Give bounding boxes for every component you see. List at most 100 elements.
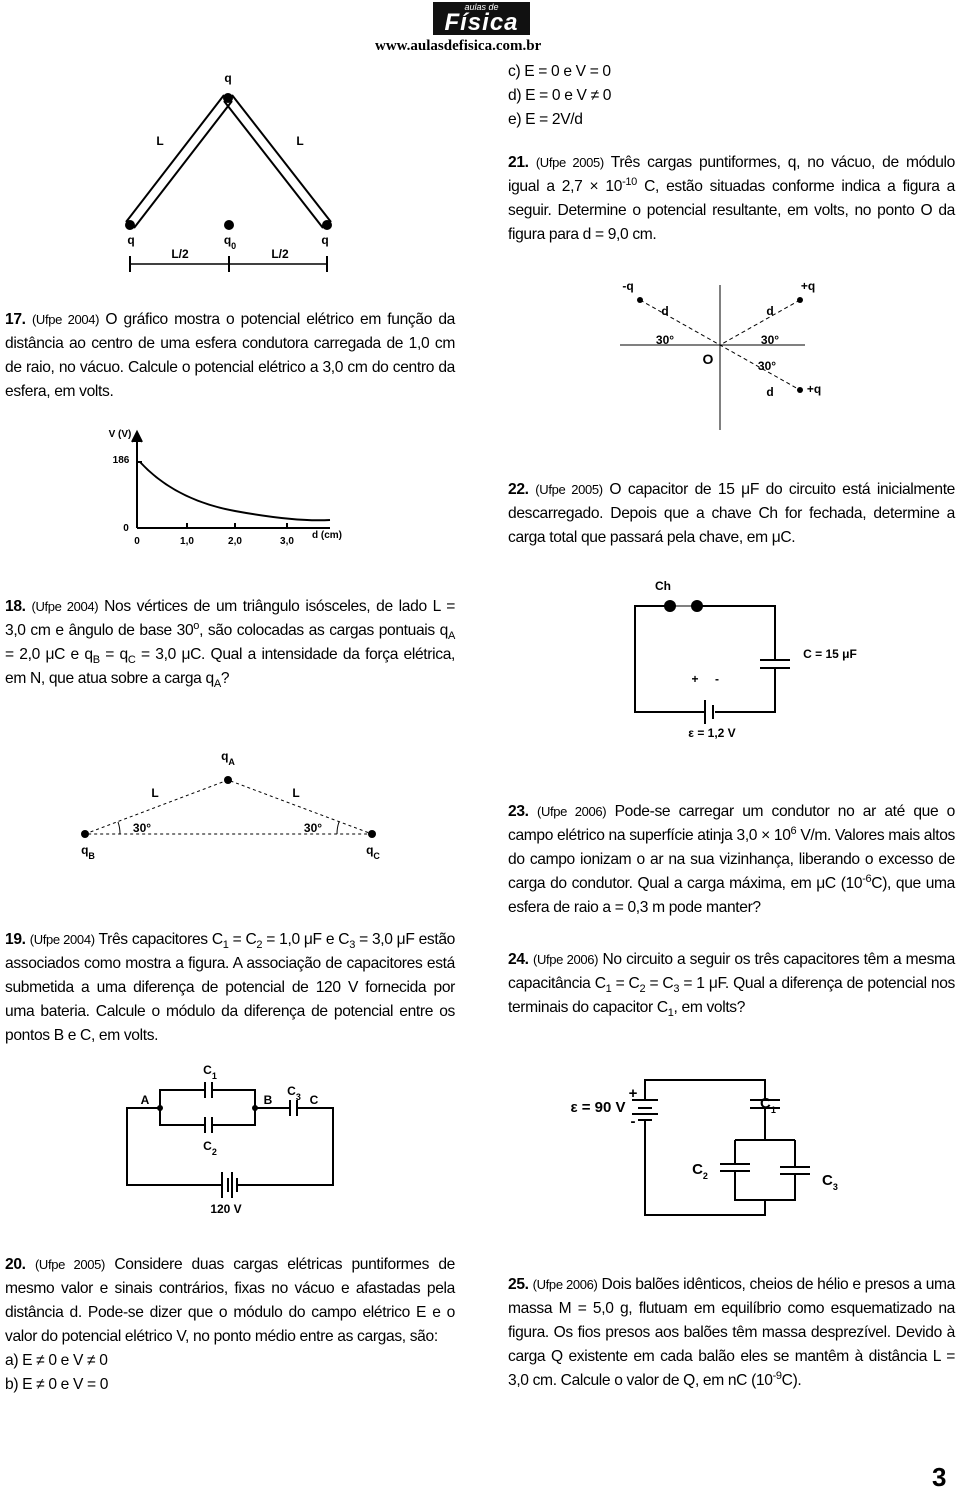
text-run: 120 V [210,1202,241,1216]
options: a) E ≠ 0 e V ≠ 0 b) E ≠ 0 e V = 0 [5,1349,455,1397]
question-text: No circuito a seguir os três capacitores… [508,951,955,1020]
figure-label: Ch [655,579,671,593]
figure-label: C = 15 μF [803,647,857,661]
figure-label: q0 [224,233,236,251]
sub-run: B [92,654,100,667]
text-run: q [221,749,228,763]
text-run: ? [220,670,230,687]
sub-run: 1 [212,1071,217,1081]
sub-run: 2 [639,983,646,996]
question-source: (Ufpe 2004) [29,932,95,947]
text-run: C, estão situadas conforme indica a figu… [508,178,955,243]
question: 21. (Ufpe 2005) Três cargas puntiformes,… [508,151,955,247]
question-source: (Ufpe 2004) [31,599,99,614]
figure-label: qC [366,843,380,861]
text-run: - [631,1113,636,1130]
question-number: 18. [5,598,26,615]
text-run: q [366,843,373,857]
text-run: O capacitor de 15 μF do circuito está in… [508,481,956,546]
text-run: C), que uma esfera de raio a = 0,3 m pod… [508,875,955,916]
question-source: (Ufpe 2005) [535,155,604,170]
figure-label: 30° [133,821,151,835]
figure-label: L [292,786,299,800]
sub-run: A [448,630,455,643]
sub-run: 2 [256,939,263,952]
question-text: Pode-se carregar um condutor no ar até q… [508,803,955,916]
text-run: Três capacitores C [98,931,224,948]
question-block: 20. (Ufpe 2005) Considere duas cargas el… [5,1253,455,1397]
sub-run: 1 [605,983,612,996]
text-run: Pode-se carregar um condutor no ar até q… [508,803,955,844]
figure-label: 186 [113,455,130,466]
sub-run: C [373,851,380,861]
figure-label: V (V) [109,429,132,440]
text-run: C [822,1172,833,1189]
text-run: L/2 [171,247,189,261]
page-number: 3 [932,1462,947,1492]
option: a) E ≠ 0 e V ≠ 0 [5,1352,108,1369]
question: 20. (Ufpe 2005) Considere duas cargas el… [5,1253,455,1349]
sup-run: -6 [862,872,872,885]
figure-label: B [264,1093,273,1107]
sub-run: 1 [667,1007,674,1020]
sub-run: 2 [703,1171,708,1181]
text-run: q [81,843,88,857]
question: 17. (Ufpe 2004) O gráfico mostra o poten… [5,308,455,404]
text-run: = 2,0 μC e q [5,646,93,663]
text-run: = q [99,646,128,663]
question-number: 17. [5,311,26,328]
figure-label: d [766,385,773,399]
sub-run: A [228,757,235,767]
figure-label: q [224,71,231,85]
question-number: 19. [5,931,26,948]
text-run: C). [781,1372,802,1389]
figure-label: q [321,233,328,247]
figure-label: L [151,786,158,800]
figure-label: ε = 1,2 V [688,726,735,740]
figure-label: +q [801,279,815,293]
text-run: ε = 90 V [570,1099,625,1116]
logo-top: aulas de [464,2,499,12]
figure-label: O [703,351,714,367]
text-run: L [292,786,299,800]
figure-label: C3 [822,1172,838,1192]
text-run: + [629,1085,638,1102]
option: b) E ≠ 0 e V = 0 [5,1376,109,1393]
figure-label: 30° [304,821,322,835]
question-source: (Ufpe 2006) [537,804,607,819]
text-run: q [321,233,328,247]
figure-label: 1,0 [180,536,194,547]
triangle-figure: q L L q q0 q L/2 L/2 [125,71,332,272]
sub-run: 1 [771,1105,776,1115]
figure-label: L/2 [171,247,189,261]
text-run: = C [645,975,674,992]
text-run: , em volts? [673,999,746,1016]
text-run: No circuito a seguir os três capacitores… [508,951,955,992]
figure-label: C3 [287,1084,301,1102]
figure-label: C1 [760,1095,776,1115]
text-run: 30° [133,821,151,835]
text-run: q [224,233,231,247]
question-text: Nos vértices de um triângulo isósceles, … [5,598,455,690]
figure-label: - [715,672,719,686]
question-source: (Ufpe 2004) [31,312,100,327]
question-source: (Ufpe 2005) [34,1257,106,1272]
figure-label: 120 V [210,1202,241,1216]
question-source: (Ufpe 2006) [532,1277,598,1292]
question: 24. (Ufpe 2006) No circuito a seguir os … [508,948,955,1020]
figure-label: 3,0 [280,536,294,547]
figure-label: 0 [134,536,140,547]
figure-label: C1 [203,1063,217,1081]
isosceles-figure: qA L L 30° 30° qB qC [81,749,380,861]
question-number: 22. [508,481,529,498]
text-run: C [203,1063,212,1077]
option: d) E = 0 e V ≠ 0 [508,87,612,104]
figure-label: C2 [203,1139,217,1157]
figure-label: d [661,304,668,318]
sup-run: -9 [772,1369,782,1382]
question: 22. (Ufpe 2005) O capacitor de 15 μF do … [508,478,955,550]
figure-label: d (cm) [312,530,342,541]
text-run: = C [228,931,257,948]
